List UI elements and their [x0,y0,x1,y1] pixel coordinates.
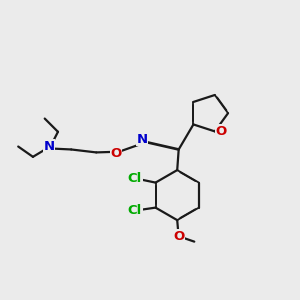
Text: O: O [110,147,122,160]
Text: Cl: Cl [128,204,142,217]
Text: N: N [136,133,147,146]
Text: N: N [44,140,55,153]
Text: Cl: Cl [128,172,142,185]
Text: O: O [216,125,227,138]
Text: O: O [173,230,184,243]
